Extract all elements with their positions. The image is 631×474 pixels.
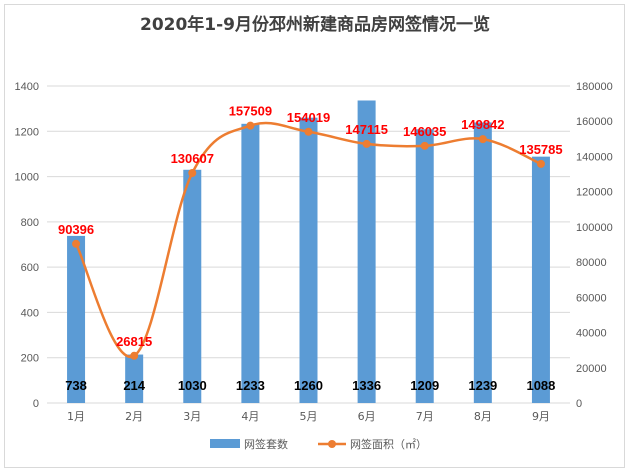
line-point bbox=[420, 141, 429, 150]
bar-value-label: 1088 bbox=[526, 378, 555, 393]
bar-value-label: 1233 bbox=[236, 378, 265, 393]
line-series bbox=[72, 121, 545, 360]
bar-value-label: 1260 bbox=[294, 378, 323, 393]
line-value-label: 135785 bbox=[519, 142, 562, 157]
category-axis-labels: 1月 2月 3月 4月 5月 6月 7月 8月 9月 bbox=[67, 410, 550, 423]
legend-bar-label: 网签套数 bbox=[244, 437, 288, 451]
line-point bbox=[72, 239, 81, 248]
bar bbox=[183, 169, 202, 403]
left-tick-label: 1200 bbox=[15, 126, 39, 138]
legend-line-label: 网签面积（㎡） bbox=[350, 437, 427, 451]
right-tick-label: 0 bbox=[576, 398, 582, 410]
right-tick-label: 100000 bbox=[576, 222, 613, 234]
right-tick-label: 60000 bbox=[576, 292, 607, 304]
bar-value-label: 214 bbox=[123, 378, 145, 393]
bar bbox=[241, 123, 260, 403]
line-value-label: 147115 bbox=[345, 122, 388, 137]
line-value-label: 157509 bbox=[229, 104, 272, 119]
bar bbox=[473, 122, 492, 403]
right-tick-label: 120000 bbox=[576, 187, 613, 199]
line-value-label: 130607 bbox=[171, 151, 214, 166]
bar-value-label: 1336 bbox=[352, 378, 381, 393]
line-data-labels: 90396 26815 130607 157509 154019 147115 146035… bbox=[58, 104, 563, 349]
line-point bbox=[246, 121, 255, 130]
left-axis-ticks: 0 200 400 600 800 1000 1200 1400 bbox=[15, 81, 39, 410]
left-tick-label: 600 bbox=[21, 262, 39, 274]
legend-bar-swatch bbox=[210, 439, 240, 448]
bar bbox=[67, 235, 86, 403]
category-label: 5月 bbox=[300, 410, 318, 423]
bar bbox=[299, 117, 318, 403]
category-label: 3月 bbox=[183, 410, 201, 423]
left-tick-label: 400 bbox=[21, 307, 39, 319]
bar-data-labels: 738 214 1030 1233 1260 1336 1209 1239 1088 bbox=[65, 378, 555, 393]
line-value-label: 154019 bbox=[287, 110, 330, 125]
category-label: 9月 bbox=[532, 410, 550, 423]
category-label: 1月 bbox=[67, 410, 85, 423]
line-value-label: 90396 bbox=[58, 222, 94, 237]
bar bbox=[357, 100, 376, 404]
bar-value-label: 1030 bbox=[178, 378, 207, 393]
left-tick-label: 0 bbox=[33, 398, 39, 410]
right-tick-label: 20000 bbox=[576, 363, 607, 375]
legend-line-marker bbox=[328, 440, 336, 448]
bar-value-label: 1239 bbox=[468, 378, 497, 393]
right-tick-label: 140000 bbox=[576, 151, 613, 163]
bar-value-label: 1209 bbox=[410, 378, 439, 393]
right-axis-ticks: 0 20000 40000 60000 80000 100000 120000 140000 1… bbox=[576, 81, 613, 410]
line-value-label: 149842 bbox=[461, 117, 504, 132]
line-point bbox=[362, 139, 371, 148]
bar-value-label: 738 bbox=[65, 378, 87, 393]
bar-series bbox=[67, 100, 550, 404]
right-tick-label: 180000 bbox=[576, 81, 613, 93]
right-tick-label: 160000 bbox=[576, 116, 613, 128]
category-label: 2月 bbox=[125, 410, 143, 423]
left-tick-label: 1000 bbox=[15, 172, 39, 184]
category-label: 7月 bbox=[416, 410, 434, 423]
line-value-label: 146035 bbox=[403, 124, 446, 139]
legend: 网签套数 网签面积（㎡） bbox=[210, 437, 427, 451]
bar bbox=[125, 354, 144, 403]
line-point bbox=[130, 351, 139, 360]
left-tick-label: 200 bbox=[21, 353, 39, 365]
line-point bbox=[188, 168, 197, 177]
bar bbox=[415, 129, 434, 403]
line-value-label: 26815 bbox=[116, 334, 152, 349]
right-tick-label: 80000 bbox=[576, 257, 607, 269]
line-point bbox=[478, 135, 487, 144]
category-label: 6月 bbox=[358, 410, 376, 423]
bar bbox=[531, 156, 550, 403]
line-point bbox=[536, 159, 545, 168]
left-tick-label: 800 bbox=[21, 217, 39, 229]
left-tick-label: 1400 bbox=[15, 81, 39, 93]
category-label: 8月 bbox=[474, 410, 492, 423]
line-point bbox=[304, 127, 313, 136]
chart-title: 2020年1-9月份邳州新建商品房网签情况一览 bbox=[140, 14, 490, 35]
right-tick-label: 40000 bbox=[576, 328, 607, 340]
category-label: 4月 bbox=[241, 410, 259, 423]
